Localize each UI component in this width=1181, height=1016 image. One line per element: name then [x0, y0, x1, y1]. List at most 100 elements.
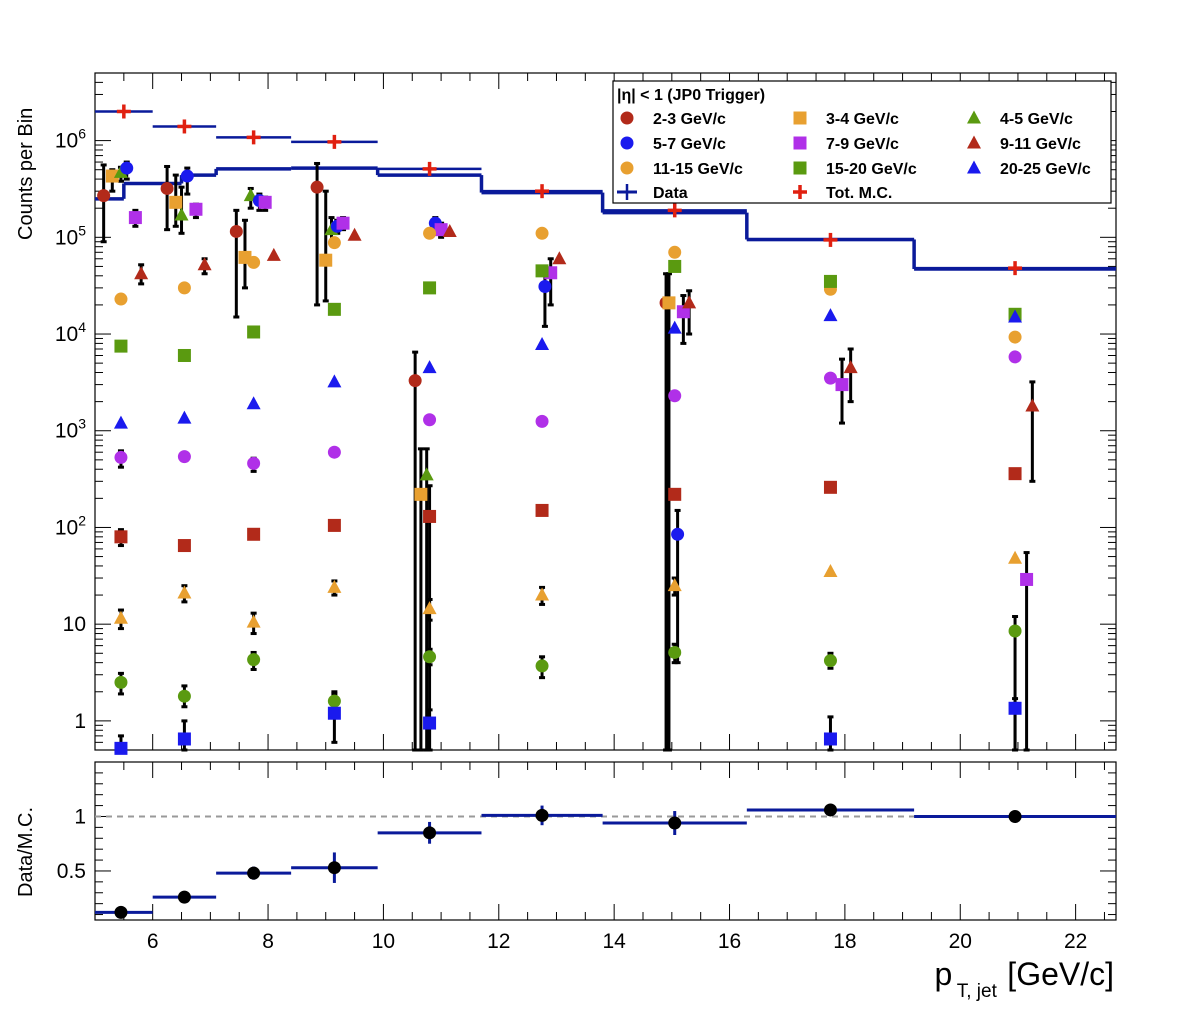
x-tick-label: 12 [487, 930, 510, 953]
series-point [667, 320, 682, 334]
series-point [1008, 350, 1022, 364]
series-point [423, 650, 437, 664]
series-point [114, 339, 128, 353]
ratio-point [1008, 809, 1022, 823]
series-point [676, 305, 690, 319]
series-point [258, 195, 272, 209]
series-point [434, 223, 448, 237]
x-axis-label-main: p [934, 956, 952, 992]
series-point [1020, 572, 1034, 586]
series-point [423, 281, 437, 295]
series-point [535, 587, 550, 601]
series-point [823, 564, 838, 578]
series-point [174, 207, 189, 221]
ratio-point [327, 861, 341, 875]
x-axis-label: p T, jet [GeV/c] [934, 956, 1114, 1002]
top-y-axis-label: Counts per Bin [15, 108, 37, 240]
series-point [668, 259, 682, 273]
series-point [419, 467, 434, 481]
series-point [177, 450, 191, 464]
legend-label: 2-3 GeV/c [653, 111, 726, 128]
series-point [1008, 701, 1022, 715]
series-point [535, 414, 549, 428]
series-point [327, 694, 341, 708]
series-point [1008, 624, 1022, 638]
series-point [668, 389, 682, 403]
series-point [169, 195, 183, 209]
legend-label: 11-15 GeV/c [653, 161, 743, 178]
series-point [347, 227, 362, 241]
series-point [414, 487, 428, 501]
series-point [180, 169, 194, 183]
series-point [246, 614, 261, 628]
series-point [823, 274, 837, 288]
series-point [1025, 398, 1040, 412]
legend-label: 4-5 GeV/c [1000, 111, 1073, 128]
bottom-y-axis-label: Data/M.C. [15, 807, 37, 897]
bottom-panel: 0.51 6 8 10 12 14 16 18 20 22 Data/M.C. p T, jet… [15, 761, 1117, 1002]
series-point [327, 374, 342, 388]
series-point [668, 487, 682, 501]
series-point [422, 360, 437, 374]
series-point [1008, 467, 1022, 481]
series-point [327, 579, 342, 593]
series-point [662, 296, 676, 310]
legend-marker [620, 161, 634, 175]
series-point [177, 585, 192, 599]
bottom-y-tick-labels: 0.51 [57, 805, 86, 882]
legend-label: 20-25 GeV/c [1000, 161, 1091, 178]
series-point [667, 578, 682, 592]
legend-entries: 2-3 GeV/c 3-4 GeV/c 4-5 GeV/c 5-7 GeV/c 7-9 … [617, 110, 1091, 202]
x-axis-label-subscript: T, jet [957, 981, 998, 1002]
legend-label: Data [653, 185, 688, 202]
series-point [823, 480, 837, 494]
series-point [113, 164, 128, 178]
series-point [442, 223, 457, 237]
ratio-points [95, 803, 1116, 919]
series-point [843, 360, 858, 374]
series-point [113, 415, 128, 429]
series-point [823, 654, 837, 668]
legend: |η| < 1 (JP0 Trigger) 2-3 GeV/c 3-4 GeV/c… [612, 80, 1112, 204]
ratio-point [423, 826, 437, 840]
series-point [423, 716, 437, 730]
series-point [823, 308, 838, 322]
x-tick-label: 18 [833, 930, 856, 953]
y-tick-label: 102 [55, 512, 86, 539]
legend-marker [793, 136, 807, 150]
series-point [1008, 309, 1023, 323]
series-point [114, 292, 128, 306]
series-point [1008, 330, 1022, 344]
series-point [105, 169, 119, 183]
x-tick-label: 20 [949, 930, 972, 953]
series-point [823, 371, 837, 385]
legend-label: 3-4 GeV/c [826, 111, 899, 128]
y-tick-label: 106 [55, 126, 86, 153]
legend-marker [793, 161, 807, 175]
series-point [535, 503, 549, 517]
series-point [247, 653, 261, 667]
series-point [114, 530, 128, 544]
series-point [160, 181, 174, 195]
series-point [535, 264, 549, 278]
legend-marker [967, 160, 981, 174]
series-point [327, 236, 341, 250]
series-point [327, 302, 341, 316]
legend-marker [793, 111, 807, 125]
series-point [423, 509, 437, 523]
legend-label: 15-20 GeV/c [826, 161, 917, 178]
series-point [668, 245, 682, 259]
legend-marker [620, 136, 634, 150]
y-tick-label: 103 [55, 416, 86, 443]
series-point [247, 255, 261, 269]
series-point [114, 450, 128, 464]
series-point [327, 518, 341, 532]
series-point [319, 253, 333, 267]
bottom-axis-ticks [94, 762, 1116, 920]
legend-label: Tot. M.C. [826, 185, 892, 202]
x-tick-label: 6 [147, 930, 159, 953]
series-point [535, 336, 550, 350]
series-point [682, 295, 697, 309]
x-tick-label: 16 [718, 930, 741, 953]
series-point [247, 527, 261, 541]
